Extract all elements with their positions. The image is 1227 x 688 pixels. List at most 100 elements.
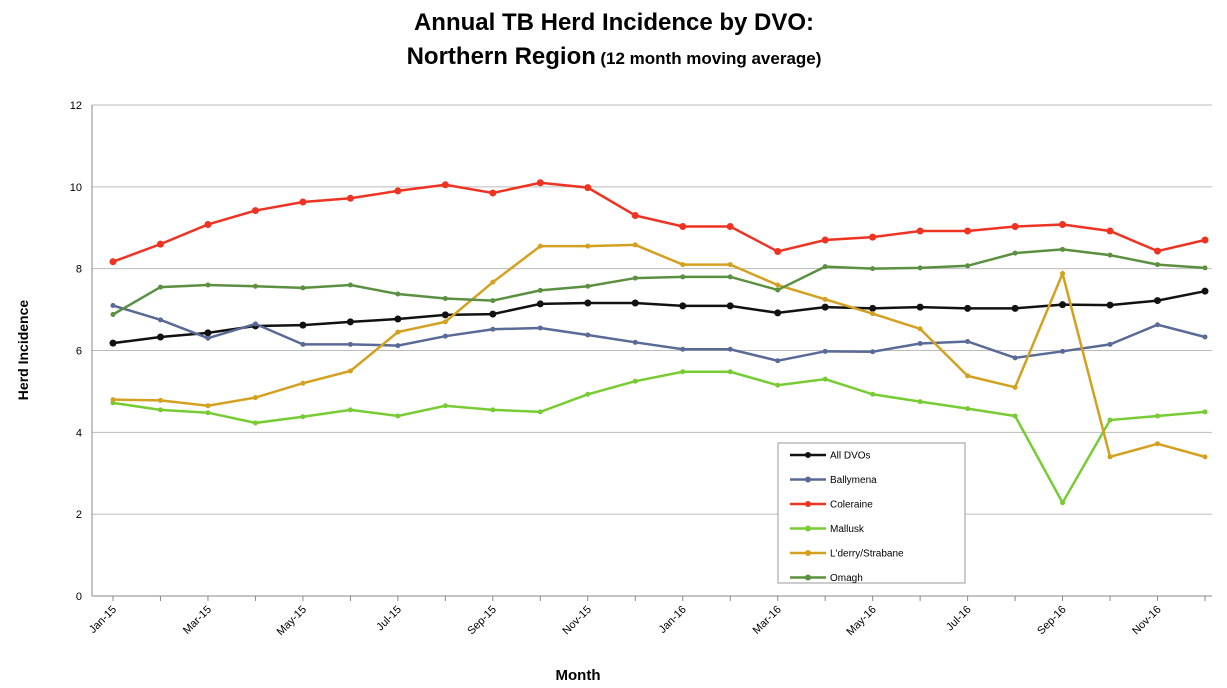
legend-label: L'derry/Strabane: [830, 549, 904, 560]
point: [347, 282, 353, 288]
point: [584, 184, 592, 192]
point: [442, 403, 448, 409]
point: [490, 407, 496, 413]
point: [490, 326, 496, 332]
subtitle: Northern Region: [407, 43, 596, 70]
point: [1155, 413, 1161, 419]
point: [394, 187, 402, 195]
series-line: [112, 304, 1206, 363]
point: [1011, 304, 1019, 312]
point: [442, 333, 448, 339]
point: [1106, 227, 1114, 235]
point: [537, 287, 543, 293]
point: [157, 407, 163, 413]
point: [252, 283, 258, 289]
x-tick-label: Sep-15: [465, 604, 499, 638]
point: [109, 258, 117, 266]
point: [1059, 220, 1067, 228]
y-tick-label: 6: [76, 346, 82, 358]
point: [299, 321, 307, 329]
y-tick-label: 10: [70, 182, 82, 194]
point: [110, 302, 116, 308]
point: [110, 397, 116, 403]
point: [490, 298, 496, 304]
point: [1012, 413, 1018, 419]
point: [490, 279, 496, 285]
point: [870, 311, 876, 317]
legend-marker: [805, 452, 811, 458]
point: [1060, 271, 1066, 277]
legend-marker: [805, 550, 811, 556]
point: [205, 282, 211, 288]
point: [536, 300, 544, 308]
legend-marker: [805, 476, 811, 483]
point: [775, 282, 781, 288]
point: [157, 317, 163, 323]
legend-label: Ballymena: [830, 475, 877, 486]
chart-title: Annual TB Herd Incidence by DVO:: [414, 9, 814, 36]
point: [727, 346, 733, 352]
point: [537, 409, 543, 415]
point: [109, 339, 117, 347]
point: [869, 304, 877, 312]
point: [584, 299, 592, 307]
legend-marker: [805, 574, 811, 581]
point: [347, 341, 353, 347]
legend-label: Mallusk: [830, 524, 865, 535]
point: [1059, 301, 1067, 309]
point: [916, 227, 924, 235]
point: [775, 287, 781, 293]
point: [395, 413, 401, 419]
point: [395, 291, 401, 297]
point: [441, 181, 449, 189]
point: [394, 315, 402, 323]
point: [727, 274, 733, 280]
point: [205, 335, 211, 341]
x-tick-label: Jan-16: [657, 604, 689, 636]
point: [110, 311, 116, 317]
y-tick-label: 2: [76, 509, 82, 521]
point: [1201, 287, 1209, 295]
point: [870, 266, 876, 272]
point: [300, 380, 306, 386]
point: [1201, 236, 1209, 244]
series-line: [112, 289, 1206, 345]
point: [965, 406, 971, 412]
legend-label: Coleraine: [830, 500, 873, 511]
point: [585, 332, 591, 338]
point: [965, 338, 971, 344]
point: [537, 243, 543, 249]
point: [585, 391, 591, 397]
point: [822, 348, 828, 354]
x-tick-label: Jan-15: [87, 604, 119, 636]
point: [679, 302, 687, 310]
point: [631, 211, 639, 219]
legend-marker: [805, 501, 811, 507]
point: [1107, 417, 1113, 423]
point: [775, 358, 781, 364]
point: [680, 274, 686, 280]
point: [1154, 297, 1162, 305]
point: [822, 296, 828, 302]
point: [442, 296, 448, 302]
point: [1202, 265, 1208, 271]
point: [205, 410, 211, 416]
point: [632, 242, 638, 248]
series-line: [112, 243, 1206, 459]
point: [252, 395, 258, 401]
point: [631, 299, 639, 307]
point: [395, 343, 401, 349]
point: [680, 262, 686, 268]
point: [156, 240, 164, 248]
point: [204, 329, 212, 337]
point: [347, 368, 353, 374]
point: [821, 303, 829, 311]
point: [774, 309, 782, 317]
point: [1155, 441, 1161, 447]
point: [965, 373, 971, 379]
legend-label: All DVOs: [830, 451, 871, 462]
point: [1202, 334, 1208, 340]
point: [585, 243, 591, 249]
series-line: [112, 181, 1206, 263]
point: [822, 264, 828, 270]
